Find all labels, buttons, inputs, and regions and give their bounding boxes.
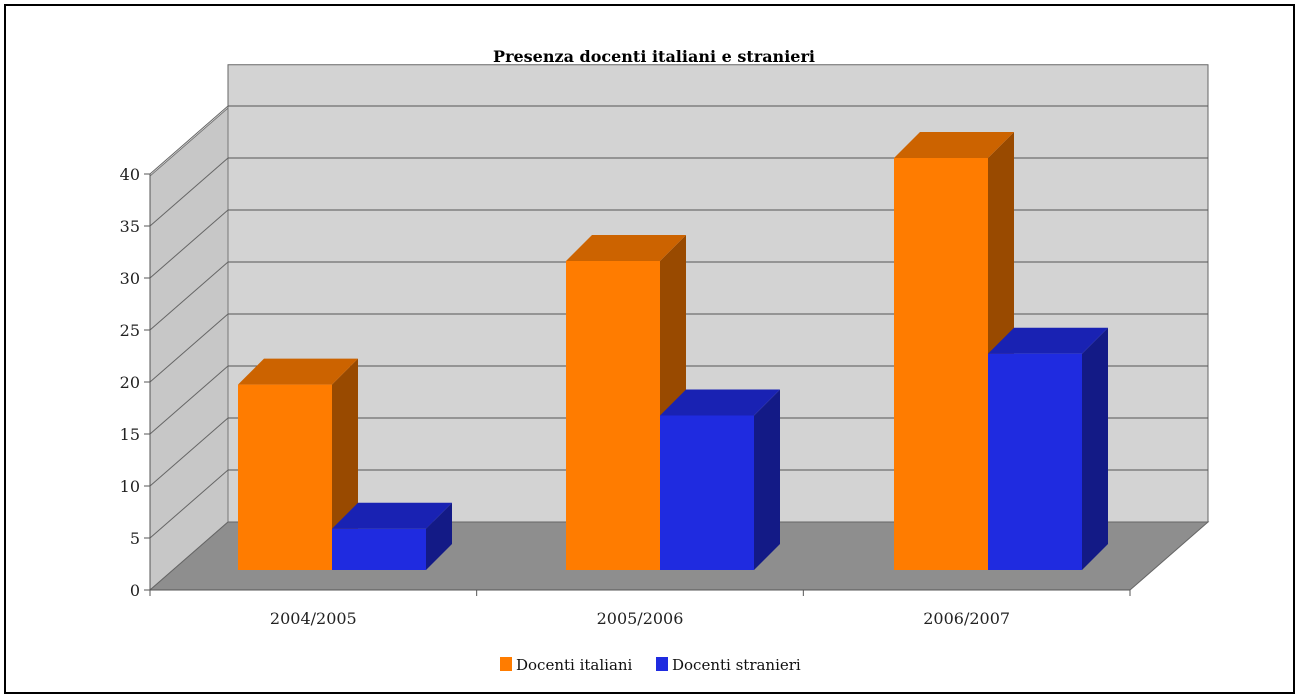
legend-swatch-docenti-stranieri [656, 657, 668, 671]
y-tick-label: 30 [120, 269, 140, 288]
gridline-side [149, 209, 229, 279]
legend-swatch-docenti-italiani [500, 657, 512, 671]
bar-front [894, 158, 988, 570]
gridline-side [149, 261, 229, 331]
legend-label: Docenti italiani [516, 656, 633, 674]
plot-area: 0 5 10 15 20 25 30 35 40 2004/2005 2005/2006 2006/2… [120, 64, 1210, 628]
x-tick-label: 2005/2006 [597, 609, 684, 628]
chart-title: Presenza docenti italiani e stranieri [493, 47, 815, 66]
gridline-side [149, 157, 229, 227]
gridline-side [149, 417, 229, 487]
bar-front [566, 261, 660, 570]
y-tick-label: 25 [120, 321, 140, 340]
bar-top [238, 358, 358, 385]
bar-side [426, 502, 452, 570]
bar-docenti-stranieri-2004-2005 [332, 502, 452, 570]
bar-front [660, 415, 754, 570]
legend-label: Docenti stranieri [672, 656, 801, 674]
bar-docenti-italiani-2004-2005 [238, 358, 358, 570]
x-tick-label: 2004/2005 [270, 609, 357, 628]
y-tick-label: 35 [120, 217, 140, 236]
y-tick-label: 40 [120, 165, 140, 184]
bar-top [894, 132, 1014, 158]
x-tick-label: 2006/2007 [923, 609, 1010, 628]
gridline-side [149, 365, 229, 435]
bar-front [238, 384, 332, 570]
bar-front [988, 353, 1082, 570]
legend: Docenti italiani Docenti stranieri [500, 656, 801, 674]
bar-side [1082, 327, 1108, 570]
bar-top [332, 502, 452, 529]
bar-top [988, 327, 1108, 354]
gridline-side [149, 469, 229, 539]
bar-docenti-stranieri-2005-2006 [660, 389, 780, 570]
bar-top [566, 235, 686, 261]
y-tick-label: 20 [120, 373, 140, 392]
bar-docenti-stranieri-2006-2007 [988, 327, 1108, 570]
side-wall [149, 106, 229, 592]
gridline-side [149, 313, 229, 383]
y-tick-label: 10 [120, 477, 140, 496]
bar-front [332, 528, 426, 570]
bar-top [660, 389, 780, 416]
y-tick-label: 5 [130, 529, 140, 548]
gridline-side [149, 105, 229, 175]
y-tick-label: 0 [130, 581, 140, 600]
y-tick-label: 15 [120, 425, 140, 444]
bar-side [754, 389, 780, 570]
